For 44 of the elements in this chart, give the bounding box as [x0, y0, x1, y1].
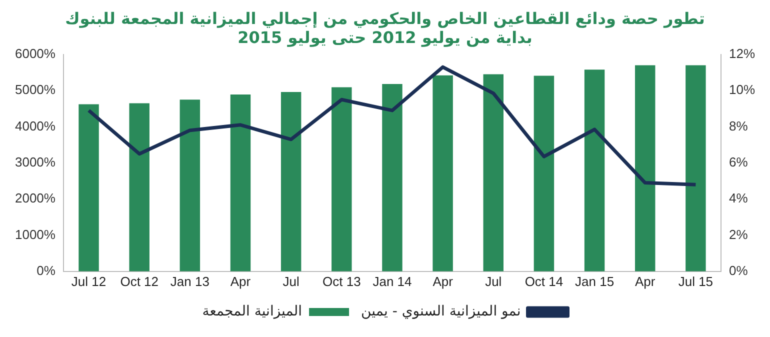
y2-tick-label: 8%	[728, 118, 748, 134]
bar	[432, 75, 453, 272]
y-tick-label: 4000%	[14, 118, 56, 134]
x-tick-label: Apr	[432, 274, 454, 289]
bar	[78, 104, 99, 272]
x-tick-label: Oct 12	[120, 274, 158, 289]
y2-tick-label: 4%	[728, 190, 748, 206]
y-tick-label: 3000%	[14, 154, 56, 170]
y-tick-label: 2000%	[14, 190, 56, 206]
y-tick-label: 0%	[36, 262, 56, 278]
bar	[686, 65, 706, 272]
y-tick-label: 1000%	[14, 226, 56, 242]
legend-label: الميزانية المجمعة	[202, 304, 302, 320]
bar	[129, 103, 150, 272]
bar	[584, 70, 605, 272]
y-tick-label: 6000%	[14, 46, 56, 61]
chart-title: تطور حصة ودائع القطاعين الخاص والحكومي من إجمالي الميزانية المجمعة للبنوك	[65, 8, 705, 28]
x-tick-label: Jan 15	[575, 274, 614, 289]
x-tick-label: Jan 13	[170, 274, 210, 289]
x-tick-label: Jan 14	[372, 274, 412, 289]
bar	[382, 84, 402, 272]
x-tick-label: Oct 14	[524, 274, 564, 289]
legend-label: نمو الميزانية السنوي - يمين	[361, 304, 521, 320]
bar	[180, 100, 200, 272]
chart-subtitle: بداية من يوليو 2012 حتى يوليو 2015	[238, 28, 532, 47]
x-tick-label: Jul 15	[678, 274, 714, 289]
y2-tick-label: 12%	[728, 46, 756, 61]
bar	[635, 65, 656, 272]
y-tick-label: 5000%	[14, 82, 56, 98]
x-tick-label: Jul	[485, 274, 502, 289]
y2-tick-label: 6%	[728, 154, 748, 170]
bar	[280, 92, 302, 272]
x-tick-label: Jul 12	[71, 274, 106, 289]
y2-tick-label: 2%	[728, 226, 748, 242]
bar	[230, 94, 251, 272]
bar	[483, 74, 504, 272]
bar	[332, 87, 352, 272]
bar	[534, 76, 554, 272]
x-tick-label: Jul	[282, 274, 300, 289]
y2-tick-label: 0%	[728, 262, 748, 278]
y2-tick-label: 10%	[728, 82, 756, 98]
x-tick-label: Oct 13	[322, 274, 361, 289]
x-tick-label: Apr	[230, 274, 252, 289]
x-tick-label: Apr	[635, 274, 656, 289]
